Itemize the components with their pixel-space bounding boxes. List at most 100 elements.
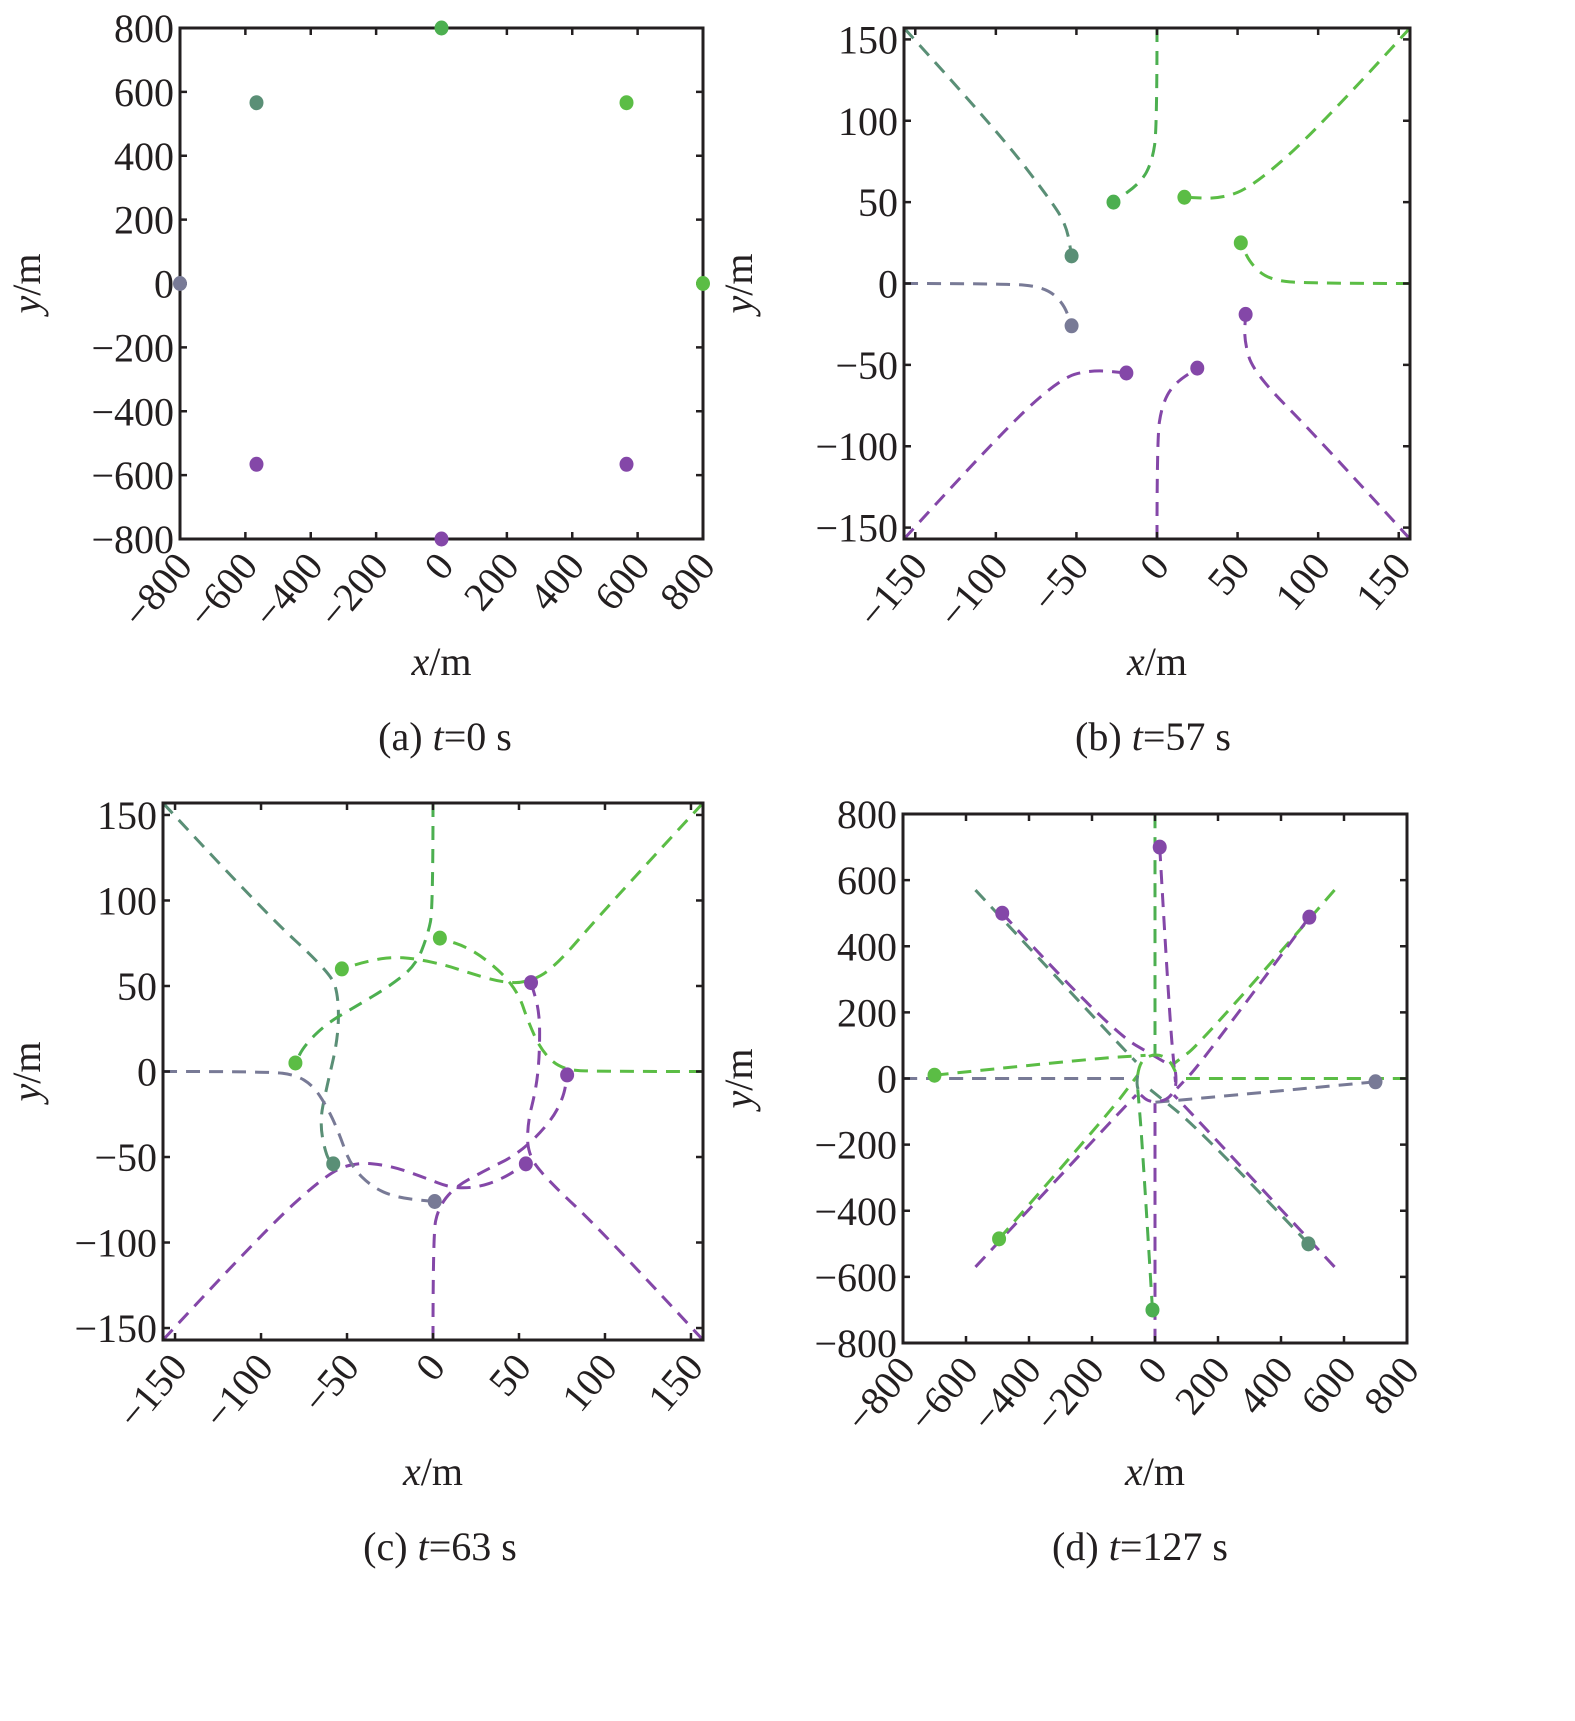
trajectory-6 — [974, 1093, 1138, 1268]
trajectory-12 — [1147, 1087, 1310, 1245]
trajectory-4 — [1239, 242, 1410, 285]
x-tick-label: 100 — [553, 1345, 626, 1420]
trajectory-3 — [341, 803, 703, 985]
y-tick-label: 200 — [837, 990, 897, 1035]
y-axis-label: y/m — [4, 254, 49, 318]
trajectory-16 — [1001, 912, 1166, 1064]
y-axis-label: y/m — [716, 1049, 761, 1113]
trajectory-14 — [997, 1074, 1139, 1240]
x-axis-label: x/m — [402, 1449, 463, 1494]
agent-point-5 — [1238, 306, 1253, 322]
agent-point-2 — [1302, 909, 1317, 925]
agent-point-5 — [434, 531, 449, 547]
trajectory-1 — [163, 803, 340, 1165]
agent-point-1 — [1152, 839, 1167, 855]
panel-caption: (d) t=127 s — [1052, 1524, 1228, 1569]
trajectories — [904, 28, 1410, 539]
y-tick-label: 0 — [878, 262, 898, 307]
agent-point-2 — [1106, 194, 1121, 210]
y-tick-label: −200 — [91, 325, 174, 370]
agent-point-8 — [995, 905, 1010, 921]
x-tick-label: −600 — [899, 1348, 987, 1440]
agent-point-4 — [619, 456, 634, 472]
x-axis-label: x/m — [411, 639, 472, 684]
trajectory-17 — [1136, 1053, 1177, 1076]
y-tick-label: 200 — [114, 198, 174, 243]
y-axis-label: y/m — [4, 1042, 49, 1106]
trajectory-8 — [163, 1070, 435, 1203]
trajectory-13 — [1136, 1088, 1154, 1311]
y-tick-label: 800 — [114, 6, 174, 51]
x-tick-label: −150 — [849, 544, 937, 636]
y-tick-label: −100 — [815, 424, 898, 469]
agent-point-4 — [1233, 235, 1248, 251]
x-axis-label: x/m — [1126, 639, 1187, 684]
agent-point-6 — [1190, 360, 1205, 376]
panel-d: −800−600−400−200 020040060080080060040020… — [716, 792, 1428, 1569]
y-tick-label: −800 — [91, 517, 174, 562]
trajectory-5 — [526, 982, 703, 1340]
x-tick-label: 50 — [1198, 544, 1258, 604]
y-tick-label: 600 — [837, 858, 897, 903]
agent-point-7 — [173, 276, 187, 291]
agent-point-4 — [1301, 1236, 1316, 1252]
trajectory-2 — [294, 803, 435, 1064]
x-tick-label: 0 — [407, 1345, 454, 1389]
x-tick-label: 150 — [639, 1345, 712, 1420]
y-tick-label: −50 — [835, 343, 898, 388]
x-tick-label: 200 — [455, 544, 528, 619]
y-tick-label: 0 — [877, 1057, 897, 1102]
agent-point-5 — [1145, 1302, 1160, 1318]
x-tick-label: 0 — [1129, 1348, 1176, 1392]
trajectory-6 — [1155, 366, 1199, 539]
x-tick-label: 600 — [1292, 1348, 1365, 1423]
trajectory-8 — [904, 282, 1074, 327]
y-tick-label: 0 — [154, 262, 174, 307]
panel-b: −150−100 −50 0 50 100 150150100500−50−100−150… — [716, 17, 1420, 759]
y-tick-label: −800 — [814, 1321, 897, 1366]
y-tick-label: −200 — [814, 1123, 897, 1168]
trajectory-11 — [1154, 1080, 1376, 1104]
agent-point-3 — [288, 1055, 303, 1071]
trajectory-7 — [163, 1161, 527, 1340]
y-tick-label: −150 — [74, 1306, 157, 1351]
x-axis-label: x/m — [1124, 1449, 1185, 1494]
agent-point-2 — [619, 95, 634, 111]
agent-point-2 — [334, 961, 349, 977]
trajectory-5 — [1243, 314, 1410, 539]
trajectory-3 — [1184, 28, 1410, 200]
trajectory-4 — [1172, 1093, 1336, 1268]
agent-point-1 — [1064, 248, 1079, 264]
y-tick-label: −100 — [74, 1221, 157, 1266]
agent-point-7 — [560, 1067, 575, 1083]
x-tick-label: −200 — [309, 544, 397, 636]
panel-caption: (a) t=0 s — [378, 714, 512, 759]
panel-c: −150−100 −50 0 50 100 150150100500−50−100−150… — [4, 793, 712, 1569]
agent-point-3 — [1368, 1074, 1383, 1090]
agent-point-7 — [927, 1067, 942, 1083]
y-tick-label: 800 — [837, 792, 897, 837]
y-tick-label: 150 — [838, 17, 898, 62]
agent-point-6 — [249, 456, 264, 472]
y-tick-label: −600 — [91, 453, 174, 498]
x-tick-label: 800 — [651, 544, 724, 619]
x-tick-label: −200 — [1025, 1348, 1113, 1440]
agent-point-1 — [434, 20, 449, 36]
y-tick-label: −150 — [815, 506, 898, 551]
x-tick-label: −150 — [108, 1345, 196, 1437]
panel-caption: (c) t=63 s — [363, 1524, 517, 1569]
trajectory-15 — [934, 1053, 1146, 1077]
x-tick-label: 200 — [1166, 1348, 1239, 1423]
agent-point-8 — [524, 975, 539, 991]
trajectory-2 — [1112, 28, 1159, 204]
y-tick-label: 50 — [858, 180, 898, 225]
x-tick-label: −600 — [179, 544, 267, 636]
panel-caption: (b) t=57 s — [1075, 714, 1231, 759]
trajectory-10 — [1175, 916, 1311, 1090]
x-tick-label: 0 — [415, 544, 462, 588]
trajectory-4 — [439, 936, 703, 1073]
y-tick-label: 150 — [97, 793, 157, 838]
trajectory-1 — [904, 28, 1074, 257]
y-tick-label: 50 — [117, 964, 157, 1009]
